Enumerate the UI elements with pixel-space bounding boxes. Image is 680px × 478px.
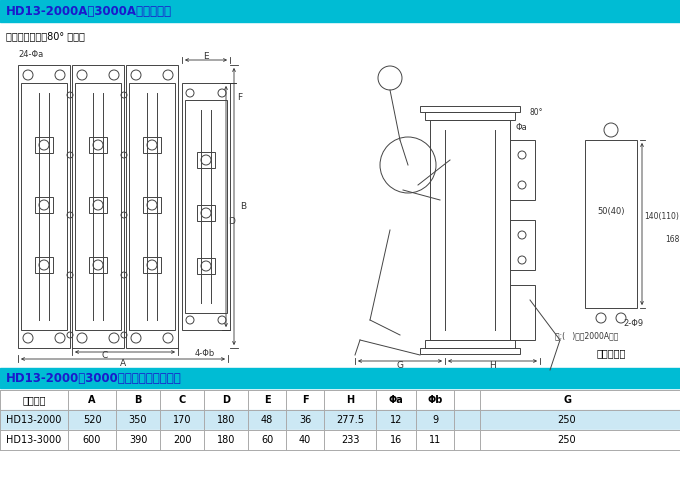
- Bar: [420, 348, 520, 354]
- Bar: [425, 340, 515, 348]
- Text: F: F: [302, 395, 308, 405]
- Bar: [0, 430, 680, 450]
- Bar: [126, 65, 178, 348]
- Bar: [35, 197, 53, 213]
- Text: G: G: [396, 360, 403, 369]
- Text: Φa: Φa: [389, 395, 403, 405]
- Bar: [430, 120, 510, 340]
- Text: 60: 60: [261, 435, 273, 445]
- Text: 277.5: 277.5: [336, 415, 364, 425]
- Bar: [0, 410, 680, 430]
- Text: 250: 250: [558, 415, 577, 425]
- Bar: [197, 152, 215, 168]
- Bar: [21, 83, 67, 330]
- Text: 36: 36: [299, 415, 311, 425]
- Text: 9: 9: [432, 415, 438, 425]
- Text: 350: 350: [129, 415, 148, 425]
- Bar: [72, 65, 124, 348]
- Bar: [89, 137, 107, 153]
- Bar: [143, 197, 161, 213]
- Bar: [35, 137, 53, 153]
- Bar: [510, 140, 535, 200]
- Text: 168(146): 168(146): [665, 235, 680, 243]
- Bar: [143, 137, 161, 153]
- Text: HD13-2000A、3000A刀开关外形: HD13-2000A、3000A刀开关外形: [6, 4, 172, 18]
- Text: D: D: [222, 395, 230, 405]
- Text: 170: 170: [173, 415, 191, 425]
- Bar: [425, 112, 515, 120]
- Text: HD13-2000、3000系列刀开关安装尺寸: HD13-2000、3000系列刀开关安装尺寸: [6, 371, 182, 384]
- Text: 390: 390: [129, 435, 147, 445]
- Bar: [143, 257, 161, 273]
- Text: 250: 250: [558, 435, 577, 445]
- Text: 2-Φ9: 2-Φ9: [623, 319, 643, 328]
- Text: 520: 520: [83, 415, 101, 425]
- Bar: [0, 0, 680, 22]
- Text: D: D: [228, 217, 235, 226]
- Text: 4-Φb: 4-Φb: [195, 349, 215, 358]
- Text: 180: 180: [217, 435, 235, 445]
- Bar: [420, 106, 520, 112]
- Bar: [0, 368, 680, 388]
- Text: 80°: 80°: [530, 108, 543, 117]
- Text: HD13-2000: HD13-2000: [6, 415, 62, 425]
- Text: 12: 12: [390, 415, 402, 425]
- Text: 11: 11: [429, 435, 441, 445]
- Bar: [89, 257, 107, 273]
- Text: G: G: [563, 395, 571, 405]
- Text: 600: 600: [83, 435, 101, 445]
- Text: Φa: Φa: [515, 123, 527, 132]
- Text: 24-Φa: 24-Φa: [18, 50, 44, 59]
- Text: C: C: [102, 351, 108, 360]
- Text: E: E: [264, 395, 271, 405]
- Text: H: H: [346, 395, 354, 405]
- Bar: [197, 205, 215, 221]
- Text: 注:(   )内为2000A尺寸: 注:( )内为2000A尺寸: [555, 331, 618, 340]
- Text: 200: 200: [173, 435, 191, 445]
- Bar: [35, 257, 53, 273]
- Bar: [0, 390, 680, 410]
- Text: 233: 233: [341, 435, 359, 445]
- Bar: [18, 65, 70, 348]
- Text: 16: 16: [390, 435, 402, 445]
- Text: 型号规格: 型号规格: [22, 395, 46, 405]
- Text: B: B: [135, 395, 141, 405]
- Text: 40: 40: [299, 435, 311, 445]
- Bar: [585, 140, 637, 308]
- Text: 手柄开孔图: 手柄开孔图: [596, 348, 626, 358]
- Text: H: H: [489, 360, 496, 369]
- Text: 注提刀片打开到80° 的尺寸: 注提刀片打开到80° 的尺寸: [6, 31, 85, 41]
- Bar: [182, 83, 230, 330]
- Text: 140(110): 140(110): [644, 211, 679, 220]
- Text: Φb: Φb: [427, 395, 443, 405]
- Text: F: F: [237, 93, 242, 102]
- Bar: [197, 258, 215, 274]
- Bar: [510, 220, 535, 270]
- Bar: [129, 83, 175, 330]
- Bar: [510, 285, 535, 340]
- Text: 48: 48: [261, 415, 273, 425]
- Text: 50(40): 50(40): [597, 207, 625, 216]
- Bar: [185, 100, 227, 313]
- Text: 180: 180: [217, 415, 235, 425]
- Bar: [89, 197, 107, 213]
- Text: E: E: [203, 52, 209, 61]
- Text: B: B: [240, 202, 246, 211]
- Text: HD13-3000: HD13-3000: [6, 435, 62, 445]
- Text: A: A: [120, 358, 126, 368]
- Text: A: A: [88, 395, 96, 405]
- Text: C: C: [178, 395, 186, 405]
- Bar: [75, 83, 121, 330]
